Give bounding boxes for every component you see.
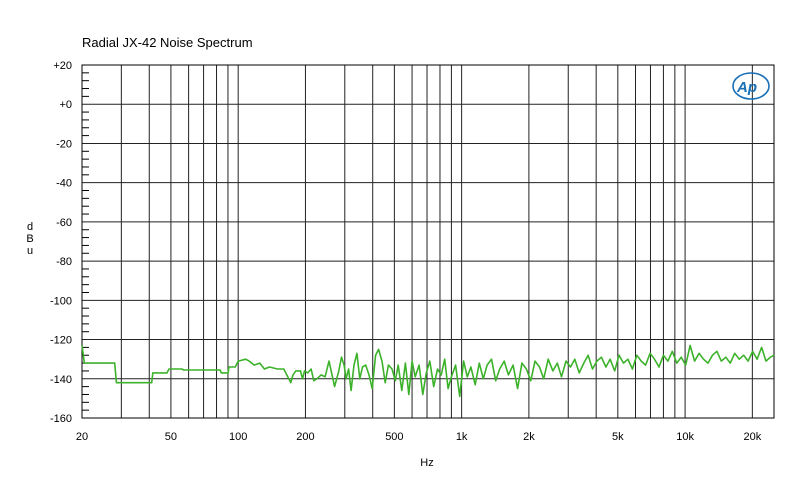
y-tick-label-9: -160 xyxy=(50,413,72,425)
y-axis-label-char-2: u xyxy=(27,245,33,257)
y-tick-label-0: +20 xyxy=(53,60,72,72)
x-tick-label-5: 1k xyxy=(456,431,468,443)
series-line-0 xyxy=(81,344,775,398)
grid xyxy=(82,64,774,419)
x-tick-label-4: 500 xyxy=(385,431,403,443)
x-tick-label-3: 200 xyxy=(296,431,314,443)
series-layer xyxy=(81,344,775,398)
y-axis-label-char-0: d xyxy=(27,221,33,233)
y-tick-label-6: -100 xyxy=(50,295,72,307)
chart-title: Radial JX-42 Noise Spectrum xyxy=(82,35,253,50)
x-tick-label-6: 2k xyxy=(523,431,535,443)
plot-area-frame xyxy=(81,64,775,419)
ap-logo-text: Ap xyxy=(736,79,757,96)
x-tick-label-1: 50 xyxy=(165,431,177,443)
y-tick-label-5: -80 xyxy=(56,256,72,268)
y-axis-label-char-1: B xyxy=(26,233,33,245)
y-tick-label-1: +0 xyxy=(59,99,72,111)
y-tick-label-2: -20 xyxy=(56,138,72,150)
x-tick-label-2: 100 xyxy=(229,431,247,443)
ap-logo: Ap xyxy=(732,72,770,100)
y-tick-labels: +20 +0 -20 -40 -60 -80 -100 -120 -140 -160 xyxy=(50,60,72,425)
x-tick-label-7: 5k xyxy=(612,431,624,443)
x-tick-label-8: 10k xyxy=(676,431,694,443)
x-tick-label-9: 20k xyxy=(743,431,761,443)
y-tick-label-4: -60 xyxy=(56,217,72,229)
y-tick-label-3: -40 xyxy=(56,178,72,190)
x-tick-label-0: 20 xyxy=(76,431,88,443)
y-tick-label-7: -120 xyxy=(50,335,72,347)
y-minor-ticks xyxy=(82,72,89,411)
ap-logo-swoosh xyxy=(732,72,770,100)
x-axis-label: Hz xyxy=(420,457,433,469)
y-tick-label-8: -140 xyxy=(50,374,72,386)
x-tick-labels: 20 50 100 200 500 1k 2k 5k 10k 20k xyxy=(76,431,762,443)
y-axis-label: dBu xyxy=(26,221,33,257)
